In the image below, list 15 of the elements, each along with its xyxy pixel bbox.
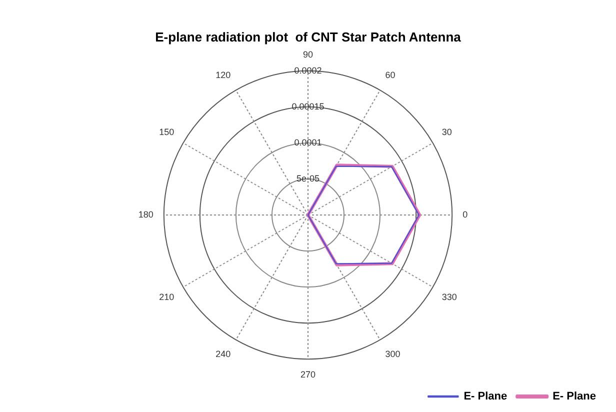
spoke-label: 60 xyxy=(385,70,396,80)
spoke-label: 180 xyxy=(138,209,154,220)
chart-title: E-plane radiation plot of CNT Star Patch Antenna xyxy=(155,29,462,44)
spoke-label: 150 xyxy=(159,126,174,137)
spoke-label: 330 xyxy=(442,292,457,302)
spoke-label: 270 xyxy=(300,369,316,380)
spoke-label: 30 xyxy=(442,126,452,137)
spoke-label: 90 xyxy=(302,49,314,60)
spoke-label: 0 xyxy=(462,209,468,220)
spoke-label: 240 xyxy=(216,348,231,359)
spoke-label: 300 xyxy=(385,348,400,359)
legend-label: E- Plane xyxy=(552,390,596,403)
spoke-label: 120 xyxy=(216,70,231,80)
spoke-label: 210 xyxy=(159,292,174,302)
legend-label: E- Plane xyxy=(464,390,508,403)
